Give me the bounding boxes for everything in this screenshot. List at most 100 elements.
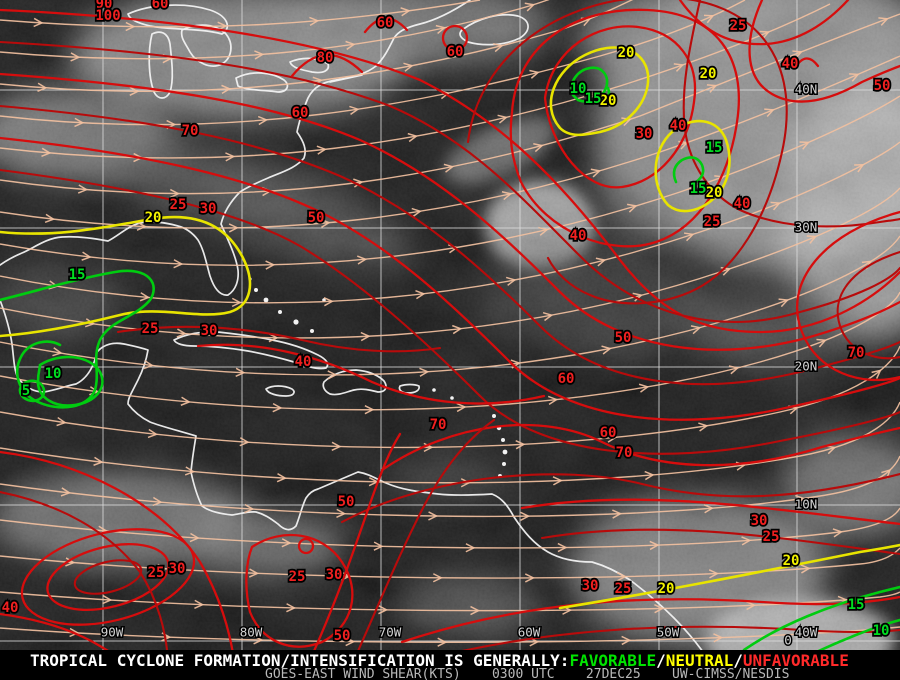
streamline-arrow <box>832 528 844 538</box>
streamline-arrow <box>281 538 292 548</box>
streamline-arrow <box>349 105 360 115</box>
streamline-arrow <box>93 456 104 466</box>
contour-label-red: 30 <box>326 567 343 583</box>
streamline-arrow <box>419 367 430 377</box>
streamline-arrow <box>125 21 136 32</box>
streamline-arrow <box>254 50 265 60</box>
streamline-arrow <box>524 573 535 583</box>
contour-label-red: 30 <box>200 201 217 217</box>
streamline-arrow <box>221 84 232 95</box>
contour-label-green: 15 <box>690 181 707 197</box>
streamline-arrow <box>586 91 597 101</box>
contour-label-green: 15 <box>585 91 602 107</box>
streamline-arrow <box>373 541 384 551</box>
streamline <box>0 591 900 612</box>
streamline-arrow <box>77 184 89 194</box>
streamline-arrow <box>248 568 260 578</box>
streamline <box>0 187 900 339</box>
streamline <box>0 141 900 304</box>
streamline-arrow <box>257 115 269 126</box>
contour-label-red: 60 <box>447 44 464 60</box>
streamline-arrow <box>706 84 718 93</box>
contour-label-red: 60 <box>600 425 617 441</box>
streamline-arrow <box>871 369 882 379</box>
streamline-arrow <box>169 188 180 199</box>
streamline-arrow <box>228 223 239 233</box>
streamline-arrow <box>683 232 695 242</box>
contour-label-green: 10 <box>873 623 890 639</box>
streamline-arrow <box>452 324 463 335</box>
streamline-arrow <box>795 494 806 505</box>
streamline-arrow <box>102 594 113 605</box>
valid-date: 27DEC25 <box>585 667 641 680</box>
contour-label-red: 50 <box>338 494 355 510</box>
streamline-arrow <box>708 569 719 579</box>
streamline-arrow <box>601 345 612 355</box>
streamline-arrow <box>184 466 196 476</box>
contour-label-red: 25 <box>730 18 747 34</box>
lon-label-40W: 40W <box>795 625 818 640</box>
streamline <box>0 3 831 159</box>
streamline-arrow <box>881 468 892 479</box>
streamline-arrow <box>52 347 63 357</box>
streamline-arrow <box>400 7 411 17</box>
puerto-rico <box>398 383 420 394</box>
contour-label-red: 25 <box>142 321 159 337</box>
contour-label-green: 10 <box>45 366 62 382</box>
contour-label-yellow: 20 <box>783 553 800 569</box>
streamline-arrow <box>505 276 517 286</box>
streamline-arrow <box>364 405 375 415</box>
streamline-arrow <box>465 543 476 553</box>
lon-label-60W: 60W <box>518 625 541 640</box>
streamline-arrow <box>878 17 889 26</box>
streamline-arrow <box>745 600 757 611</box>
lat-label-30N: 30N <box>795 220 818 235</box>
contour-label-yellow: 20 <box>700 66 717 82</box>
streamline-arrow <box>194 599 205 610</box>
streamline-arrow <box>470 605 481 616</box>
streamline-arrow <box>606 433 618 443</box>
contour-label-yellow: 20 <box>618 45 635 61</box>
contour-label-red: 40 <box>782 56 799 72</box>
contour-label-red: 25 <box>615 581 632 597</box>
streamline-arrow <box>690 325 702 335</box>
streamline-arrow <box>65 557 76 567</box>
contour-label-red: 40 <box>295 354 312 370</box>
streamline-arrow <box>638 383 650 393</box>
contour-label-red: 25 <box>289 569 306 585</box>
cuba <box>173 330 329 370</box>
streamlines-layer <box>0 0 900 647</box>
streamline <box>0 95 900 266</box>
streamline <box>0 291 900 411</box>
contour-label-yellow: 20 <box>658 581 675 597</box>
streamline-arrow <box>616 572 627 582</box>
streamline-arrow <box>316 145 327 155</box>
lat-label-10N: 10N <box>795 497 818 512</box>
streamline-arrow <box>799 141 810 150</box>
shear-contours-green <box>0 66 900 650</box>
contour-label-red: 60 <box>377 15 394 31</box>
jamaica <box>265 385 295 397</box>
contour-label-red: 70 <box>430 417 447 433</box>
streamline <box>0 455 900 518</box>
streamline-arrow <box>529 69 540 79</box>
contour-label-red: 60 <box>152 0 169 12</box>
streamline-arrow <box>728 365 740 375</box>
streamline-arrow <box>320 218 331 228</box>
contour-label-red: 30 <box>582 578 599 594</box>
contour-label-red: 70 <box>182 123 199 139</box>
contour-label-yellow: 20 <box>145 210 162 226</box>
streamline-arrow <box>432 573 443 583</box>
contour-label-red: 25 <box>704 214 721 230</box>
contour-label-red: 25 <box>170 197 187 213</box>
streamline-arrow <box>456 402 467 413</box>
lon-label-70W: 70W <box>379 625 402 640</box>
us-east-coast <box>0 0 471 296</box>
contour-label-red: 90 <box>96 0 113 12</box>
streamline-arrow <box>70 52 81 62</box>
contour-label-red: 25 <box>763 529 780 545</box>
streamline-arrow <box>806 235 818 244</box>
streamline-arrow <box>497 114 508 124</box>
streamline <box>0 401 900 484</box>
